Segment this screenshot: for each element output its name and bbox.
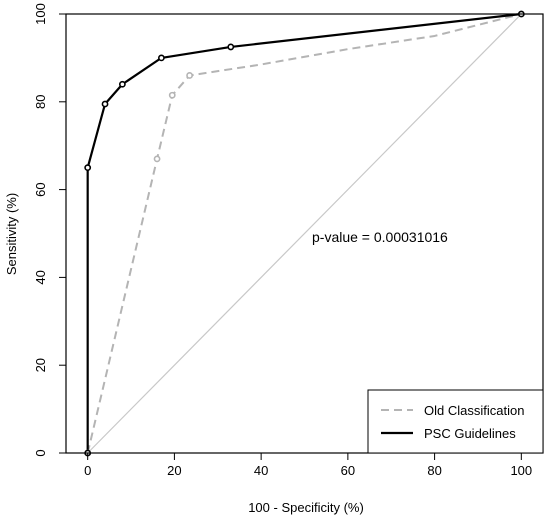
y-axis-ticks: 0 20 40 60 80 100 [33, 3, 66, 457]
legend: Old Classification PSC Guidelines [367, 389, 544, 454]
data-point-old-classification [168, 91, 176, 99]
data-point-psc-guidelines [101, 100, 109, 108]
series-line-old-classification [86, 13, 522, 454]
data-point-psc-guidelines [84, 164, 92, 172]
y-axis-title: Sensitivity (%) [4, 193, 19, 275]
y-tick-label: 100 [33, 3, 48, 25]
y-tick-label: 0 [33, 449, 48, 456]
y-tick-label: 20 [33, 358, 48, 372]
legend-label-psc-guidelines: PSC Guidelines [424, 426, 516, 441]
x-axis-ticks: 0 20 40 60 80 100 [84, 453, 532, 478]
data-point-psc-guidelines [227, 43, 235, 51]
x-tick-label: 0 [84, 463, 91, 478]
y-tick-label: 40 [33, 270, 48, 284]
plot-frame [65, 13, 544, 454]
data-point-psc-guidelines [118, 80, 126, 88]
data-point-psc-guidelines [157, 54, 165, 62]
x-tick-label: 60 [341, 463, 355, 478]
y-tick-label: 80 [33, 95, 48, 109]
x-tick-label: 80 [427, 463, 441, 478]
data-point-old-classification [186, 72, 193, 79]
reference-diagonal-line [87, 13, 522, 454]
x-axis-title: 100 - Specificity (%) [248, 500, 364, 515]
x-tick-label: 20 [167, 463, 181, 478]
x-tick-label: 40 [254, 463, 268, 478]
series-markers-layer [84, 10, 525, 457]
data-point-old-classification [153, 155, 161, 163]
x-tick-label: 100 [510, 463, 532, 478]
y-tick-label: 60 [33, 182, 48, 196]
reference-diagonal-layer [87, 13, 522, 454]
legend-box [367, 389, 544, 454]
legend-label-old-classification: Old Classification [424, 403, 524, 418]
p-value-annotation: p-value = 0.00031016 [312, 229, 448, 245]
